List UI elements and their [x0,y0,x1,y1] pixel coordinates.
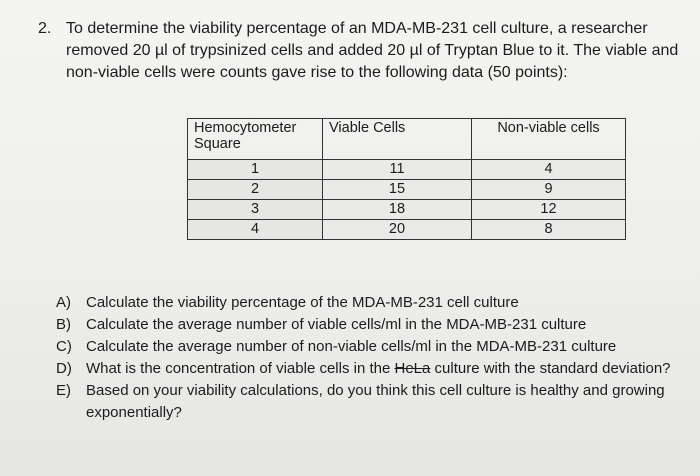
table-header-row: Hemocytometer Square Viable Cells Non-vi… [187,118,626,160]
struck-word: HeLa [394,360,431,377]
header-hemocytometer-square: Hemocytometer Square [187,118,323,160]
part-b: B) Calculate the average number of viabl… [56,314,686,336]
part-d: D) What is the concentration of viable c… [56,358,686,380]
part-letter: E) [56,382,71,399]
cell-viable: 20 [322,219,472,240]
part-letter: B) [56,316,71,333]
cell-non-viable: 8 [471,219,626,240]
part-letter: A) [56,294,71,311]
part-text: Calculate the average number of viable c… [86,316,587,333]
part-c: C) Calculate the average number of non-v… [56,336,686,358]
cell-viable: 11 [322,159,472,180]
part-text-after: culture with the standard deviation? [430,360,671,377]
cell-viable: 18 [322,199,472,220]
part-text: Calculate the viability percentage of th… [86,294,519,311]
part-e: E) Based on your viability calculations,… [56,380,686,424]
cell-count-table: Hemocytometer Square Viable Cells Non-vi… [187,118,626,240]
part-text: Based on your viability calculations, do… [86,382,665,421]
cell-square: 3 [187,199,323,220]
part-text-before: What is the concentration of viable cell… [86,360,395,377]
table-row: 2 15 9 [187,179,626,200]
cell-non-viable: 12 [471,199,626,220]
part-letter: D) [56,360,72,377]
question-text: To determine the viability percentage of… [66,20,679,81]
cell-square: 2 [187,179,323,200]
cell-viable: 15 [322,179,472,200]
question-parts: A) Calculate the viability percentage of… [56,292,686,424]
cell-non-viable: 9 [471,179,626,200]
part-text: Calculate the average number of non-viab… [86,338,617,355]
cell-square: 1 [187,159,323,180]
table-row: 1 11 4 [187,159,626,180]
cell-non-viable: 4 [471,159,626,180]
question-number: 2. [38,20,52,37]
header-viable-cells: Viable Cells [322,118,472,160]
part-a: A) Calculate the viability percentage of… [56,292,686,314]
cell-square: 4 [187,219,323,240]
table-row: 3 18 12 [187,199,626,220]
part-letter: C) [56,338,72,355]
table-row: 4 20 8 [187,219,626,240]
header-non-viable-cells: Non-viable cells [471,118,626,160]
